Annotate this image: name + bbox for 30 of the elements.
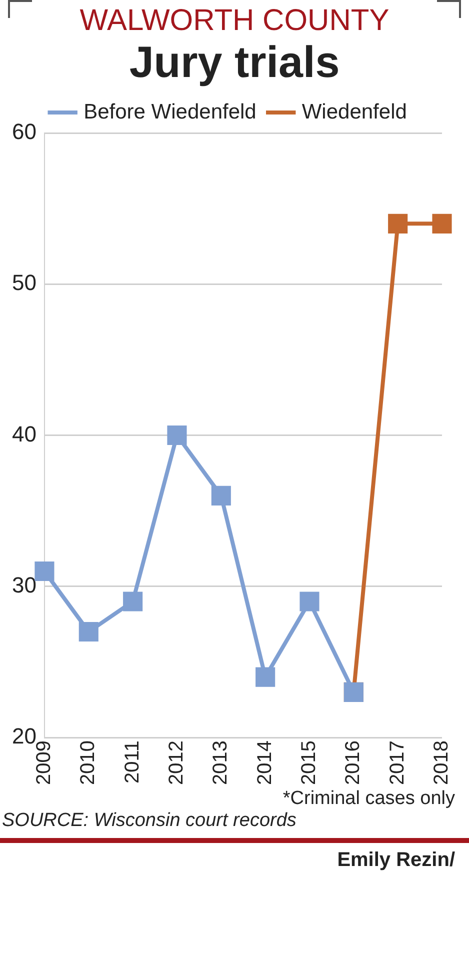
x-tick-label: 2011 xyxy=(121,740,144,784)
x-tick-label: 2012 xyxy=(165,740,188,786)
point xyxy=(211,486,231,506)
point xyxy=(432,214,452,234)
chart-subtitle: WALWORTH COUNTY xyxy=(78,3,390,38)
y-tick-label: 40 xyxy=(12,421,36,446)
point xyxy=(256,667,276,687)
y-tick-label: 60 xyxy=(12,119,36,144)
y-tick-label: 30 xyxy=(12,572,36,598)
x-tick-label: 2016 xyxy=(342,740,364,786)
legend-label: Wiedenfeld xyxy=(302,100,407,124)
point xyxy=(388,214,408,234)
y-tick-label: 50 xyxy=(12,270,36,296)
source-note: SOURCE: Wisconsin court records xyxy=(1,810,298,832)
point xyxy=(34,561,54,582)
x-tick-label: 2015 xyxy=(298,740,320,786)
x-tick-label: 2018 xyxy=(430,740,453,786)
x-tick-label: 2017 xyxy=(386,740,408,786)
point xyxy=(123,592,143,612)
x-tick-label: 2013 xyxy=(210,740,232,786)
chart-title: Jury trials xyxy=(128,38,341,88)
x-tick-label: 2014 xyxy=(254,740,276,786)
y-tick-label: 20 xyxy=(12,724,36,749)
text: Emily Rezin/ xyxy=(336,849,456,872)
point xyxy=(78,622,98,642)
legend-label: Before Wiedenfeld xyxy=(84,100,256,124)
x-tick-label: 2010 xyxy=(77,740,100,786)
point xyxy=(300,592,320,612)
point xyxy=(167,425,187,446)
text: *Criminal cases only xyxy=(282,788,456,810)
